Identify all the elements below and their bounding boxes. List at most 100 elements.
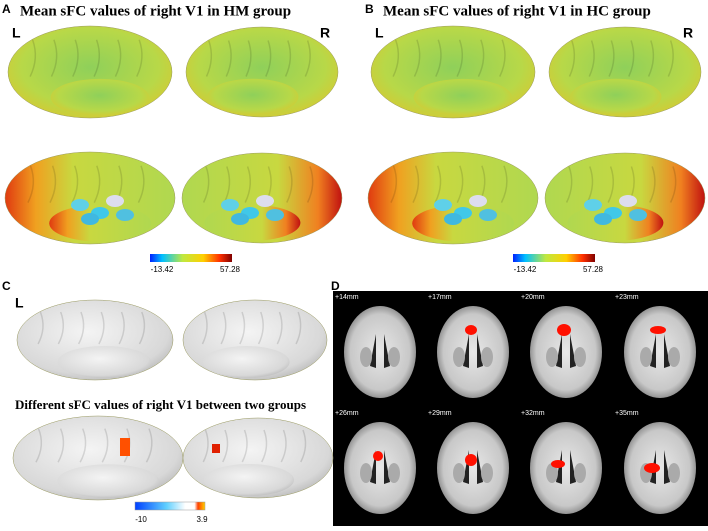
brain [548,26,702,118]
sulcus [667,40,674,77]
colorbar-min: -10 [135,515,147,524]
right-label: R [683,25,693,41]
sulcus [500,165,508,203]
panel-title: Mean sFC values of right V1 in HM group [20,3,291,19]
low-value-spot [479,209,497,221]
thalamus [453,463,465,483]
colorbar-min: -13.42 [514,265,537,274]
sulcus [280,429,287,463]
sulcus [77,311,85,345]
sulcus [93,39,101,77]
brain [16,299,174,381]
sulcus [223,166,231,203]
sulcus [239,311,246,345]
low-value-spot [619,195,637,207]
brain [182,299,328,381]
sulcus [205,40,213,77]
thalamus [546,347,558,367]
sulcus [257,311,264,345]
ventricle [556,450,576,484]
brain [370,25,536,119]
thalamus [574,463,586,483]
sulcus [241,429,248,463]
sulcus [101,428,109,463]
low-value-spot [444,213,462,225]
brain [7,25,173,119]
colorbar [150,254,232,262]
low-value-spot [266,209,284,221]
sulcus [276,311,283,345]
thalamus [668,463,680,483]
sulcus [118,311,125,345]
thalamus [388,347,400,367]
thalamus [360,347,372,367]
sulcus [412,165,420,203]
low-value-spot [71,199,89,211]
sulcus [29,39,37,77]
sulcus [49,165,57,203]
thalamus [640,347,652,367]
left-label: L [375,25,384,41]
slice-label: +35mm [615,410,639,417]
sulcus [607,166,615,203]
sulcus [434,165,442,203]
colorbar-min: -13.42 [151,265,174,274]
brain [4,151,176,245]
sulcus [608,40,615,77]
sulcus [306,166,314,203]
colorbar-max: 57.28 [220,265,241,274]
sulcus [222,429,229,463]
sulcus [27,165,35,203]
sulcus [300,429,307,463]
difference-cluster [212,444,220,453]
temporal-lobe [203,346,290,378]
temporal-lobe [207,78,299,115]
low-value-spot [629,209,647,221]
thalamus [481,347,493,367]
colorbar [134,501,206,511]
low-value-spot [584,199,602,211]
activation [465,325,477,335]
colorbar-max: 3.9 [196,515,208,524]
ventricle [370,334,390,368]
sulcus [138,311,146,345]
ventricle [650,334,670,368]
difference-cluster [120,438,130,456]
slice-label: +26mm [335,410,359,417]
brain [182,417,334,499]
thalamus [574,347,586,367]
right-label: R [320,25,330,41]
sulcus [456,39,464,77]
panel-letter: B [365,2,374,16]
panel-letter: C [2,279,11,293]
sulcus [669,166,677,203]
slice-label: +29mm [428,410,452,417]
sulcus [79,428,87,463]
brain [12,415,184,501]
sulcus [71,165,79,203]
sulcus [628,40,635,77]
brain [185,26,339,118]
axial-slice [530,422,602,514]
low-value-spot [469,195,487,207]
axial-slice [530,306,602,398]
sulcus [265,40,272,77]
low-value-spot [81,213,99,225]
thalamus [360,463,372,483]
sulcus [245,40,252,77]
sulcus [225,40,232,77]
sulcus [136,39,143,77]
sulcus [98,311,105,345]
colorbar [513,254,595,262]
low-value-spot [594,213,612,225]
activation [650,326,666,334]
sulcus [392,39,400,77]
thalamus [453,347,465,367]
ventricle [650,450,670,484]
low-value-spot [231,213,249,225]
sulcus [261,429,268,463]
axial-slice [437,306,509,398]
slice-label: +17mm [428,294,452,301]
thalamus [546,463,558,483]
